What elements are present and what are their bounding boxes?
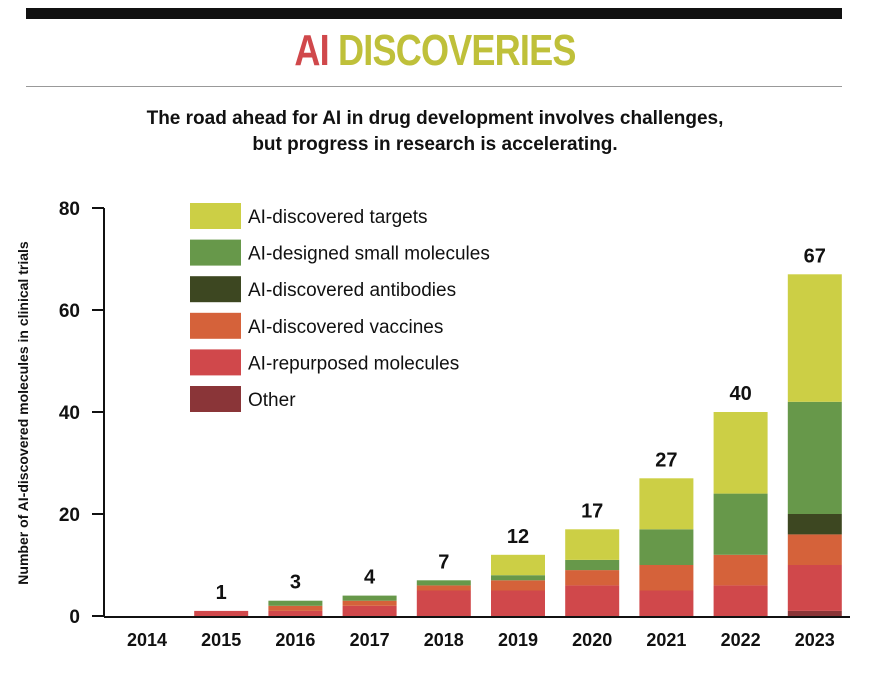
bar-segment-ai-designed-small-molecules	[787, 401, 842, 514]
bar-segment-ai-repurposed-molecules	[565, 585, 620, 616]
bar-segment-ai-discovered-vaccines	[342, 600, 397, 606]
bar-segment-ai-discovered-vaccines	[639, 565, 694, 591]
y-tick-label: 20	[59, 505, 80, 526]
subtitle: The road ahead for AI in drug developmen…	[0, 106, 870, 158]
x-tick-label: 2014	[127, 630, 167, 650]
x-tick-label: 2023	[795, 630, 835, 650]
legend-label: AI-designed small molecules	[248, 244, 490, 265]
bar-segment-ai-designed-small-molecules	[491, 575, 545, 581]
x-tick-label: 2022	[721, 630, 761, 650]
x-tick-label: 2016	[275, 630, 315, 650]
legend-swatch	[190, 312, 241, 339]
x-tick-label: 2019	[498, 630, 538, 650]
bar-segment-ai-discovered-targets	[713, 412, 768, 494]
bar-segment-ai-designed-small-molecules	[565, 559, 620, 571]
total-label: 17	[581, 500, 603, 522]
bar-segment-ai-repurposed-molecules	[491, 590, 545, 616]
bar-segment-ai-discovered-targets	[491, 554, 545, 576]
title-discoveries: DISCOVERIES	[338, 26, 576, 75]
total-label: 4	[364, 567, 376, 589]
bar-segment-ai-discovered-vaccines	[416, 585, 471, 591]
total-label: 12	[507, 526, 529, 548]
bar-segment-ai-discovered-vaccines	[565, 570, 620, 586]
subtitle-line-1: The road ahead for AI in drug developmen…	[146, 108, 724, 129]
bar-segment-ai-discovered-vaccines	[713, 554, 768, 586]
x-tick-label: 2021	[646, 630, 686, 650]
bar-segment-ai-discovered-targets	[787, 274, 842, 402]
bar-segment-ai-repurposed-molecules	[416, 590, 471, 616]
bar-segment-ai-discovered-antibodies	[787, 514, 842, 535]
x-tick-label: 2017	[350, 630, 390, 650]
total-label: 27	[655, 449, 677, 471]
x-tick-label: 2015	[201, 630, 241, 650]
bar-segment-ai-discovered-vaccines	[268, 605, 323, 611]
legend-label: AI-discovered vaccines	[248, 317, 443, 338]
bar-segment-other	[787, 610, 842, 616]
bar-segment-ai-repurposed-molecules	[713, 585, 768, 616]
y-tick-label: 80	[59, 199, 80, 220]
legend-swatch	[190, 239, 241, 266]
total-label: 3	[290, 572, 301, 594]
legend-swatch	[190, 386, 241, 412]
bar-segment-ai-discovered-targets	[639, 478, 694, 530]
bar-segment-ai-designed-small-molecules	[713, 493, 768, 555]
x-tick-label: 2018	[424, 630, 464, 650]
bar-segment-ai-designed-small-molecules	[342, 595, 397, 601]
x-tick-label: 2020	[572, 630, 612, 650]
title-ai: AI	[294, 26, 329, 75]
total-label: 40	[729, 383, 751, 405]
legend-label: AI-discovered antibodies	[248, 280, 456, 301]
y-tick-label: 40	[59, 403, 80, 424]
y-tick-label: 60	[59, 301, 80, 322]
bar-segment-ai-discovered-vaccines	[787, 534, 842, 565]
bar-segment-ai-discovered-vaccines	[491, 580, 545, 591]
bar-segment-ai-repurposed-molecules	[194, 610, 249, 616]
bar-segment-ai-repurposed-molecules	[639, 590, 694, 616]
total-label: 7	[438, 551, 449, 573]
title-rule	[26, 86, 842, 87]
legend-label: Other	[248, 390, 296, 411]
legend-swatch	[190, 276, 241, 303]
total-label: 67	[804, 245, 826, 267]
y-tick-label: 0	[69, 607, 80, 628]
bar-segment-ai-repurposed-molecules	[268, 610, 323, 616]
subtitle-line-2: but progress in research is accelerating…	[252, 134, 618, 155]
legend-label: AI-repurposed molecules	[248, 353, 459, 374]
total-label: 1	[216, 582, 227, 604]
top-bar	[26, 8, 842, 19]
bar-segment-ai-designed-small-molecules	[268, 600, 323, 606]
legend-label: AI-discovered targets	[248, 207, 428, 228]
bar-segment-ai-designed-small-molecules	[639, 529, 694, 565]
bar-segment-ai-repurposed-molecules	[342, 605, 397, 616]
legend-swatch	[190, 349, 241, 376]
chart-title: AI DISCOVERIES	[78, 26, 791, 76]
bar-segment-ai-repurposed-molecules	[787, 565, 842, 611]
legend-swatch	[190, 203, 241, 229]
bar-segment-ai-designed-small-molecules	[416, 580, 471, 586]
bar-segment-ai-discovered-targets	[565, 529, 620, 560]
